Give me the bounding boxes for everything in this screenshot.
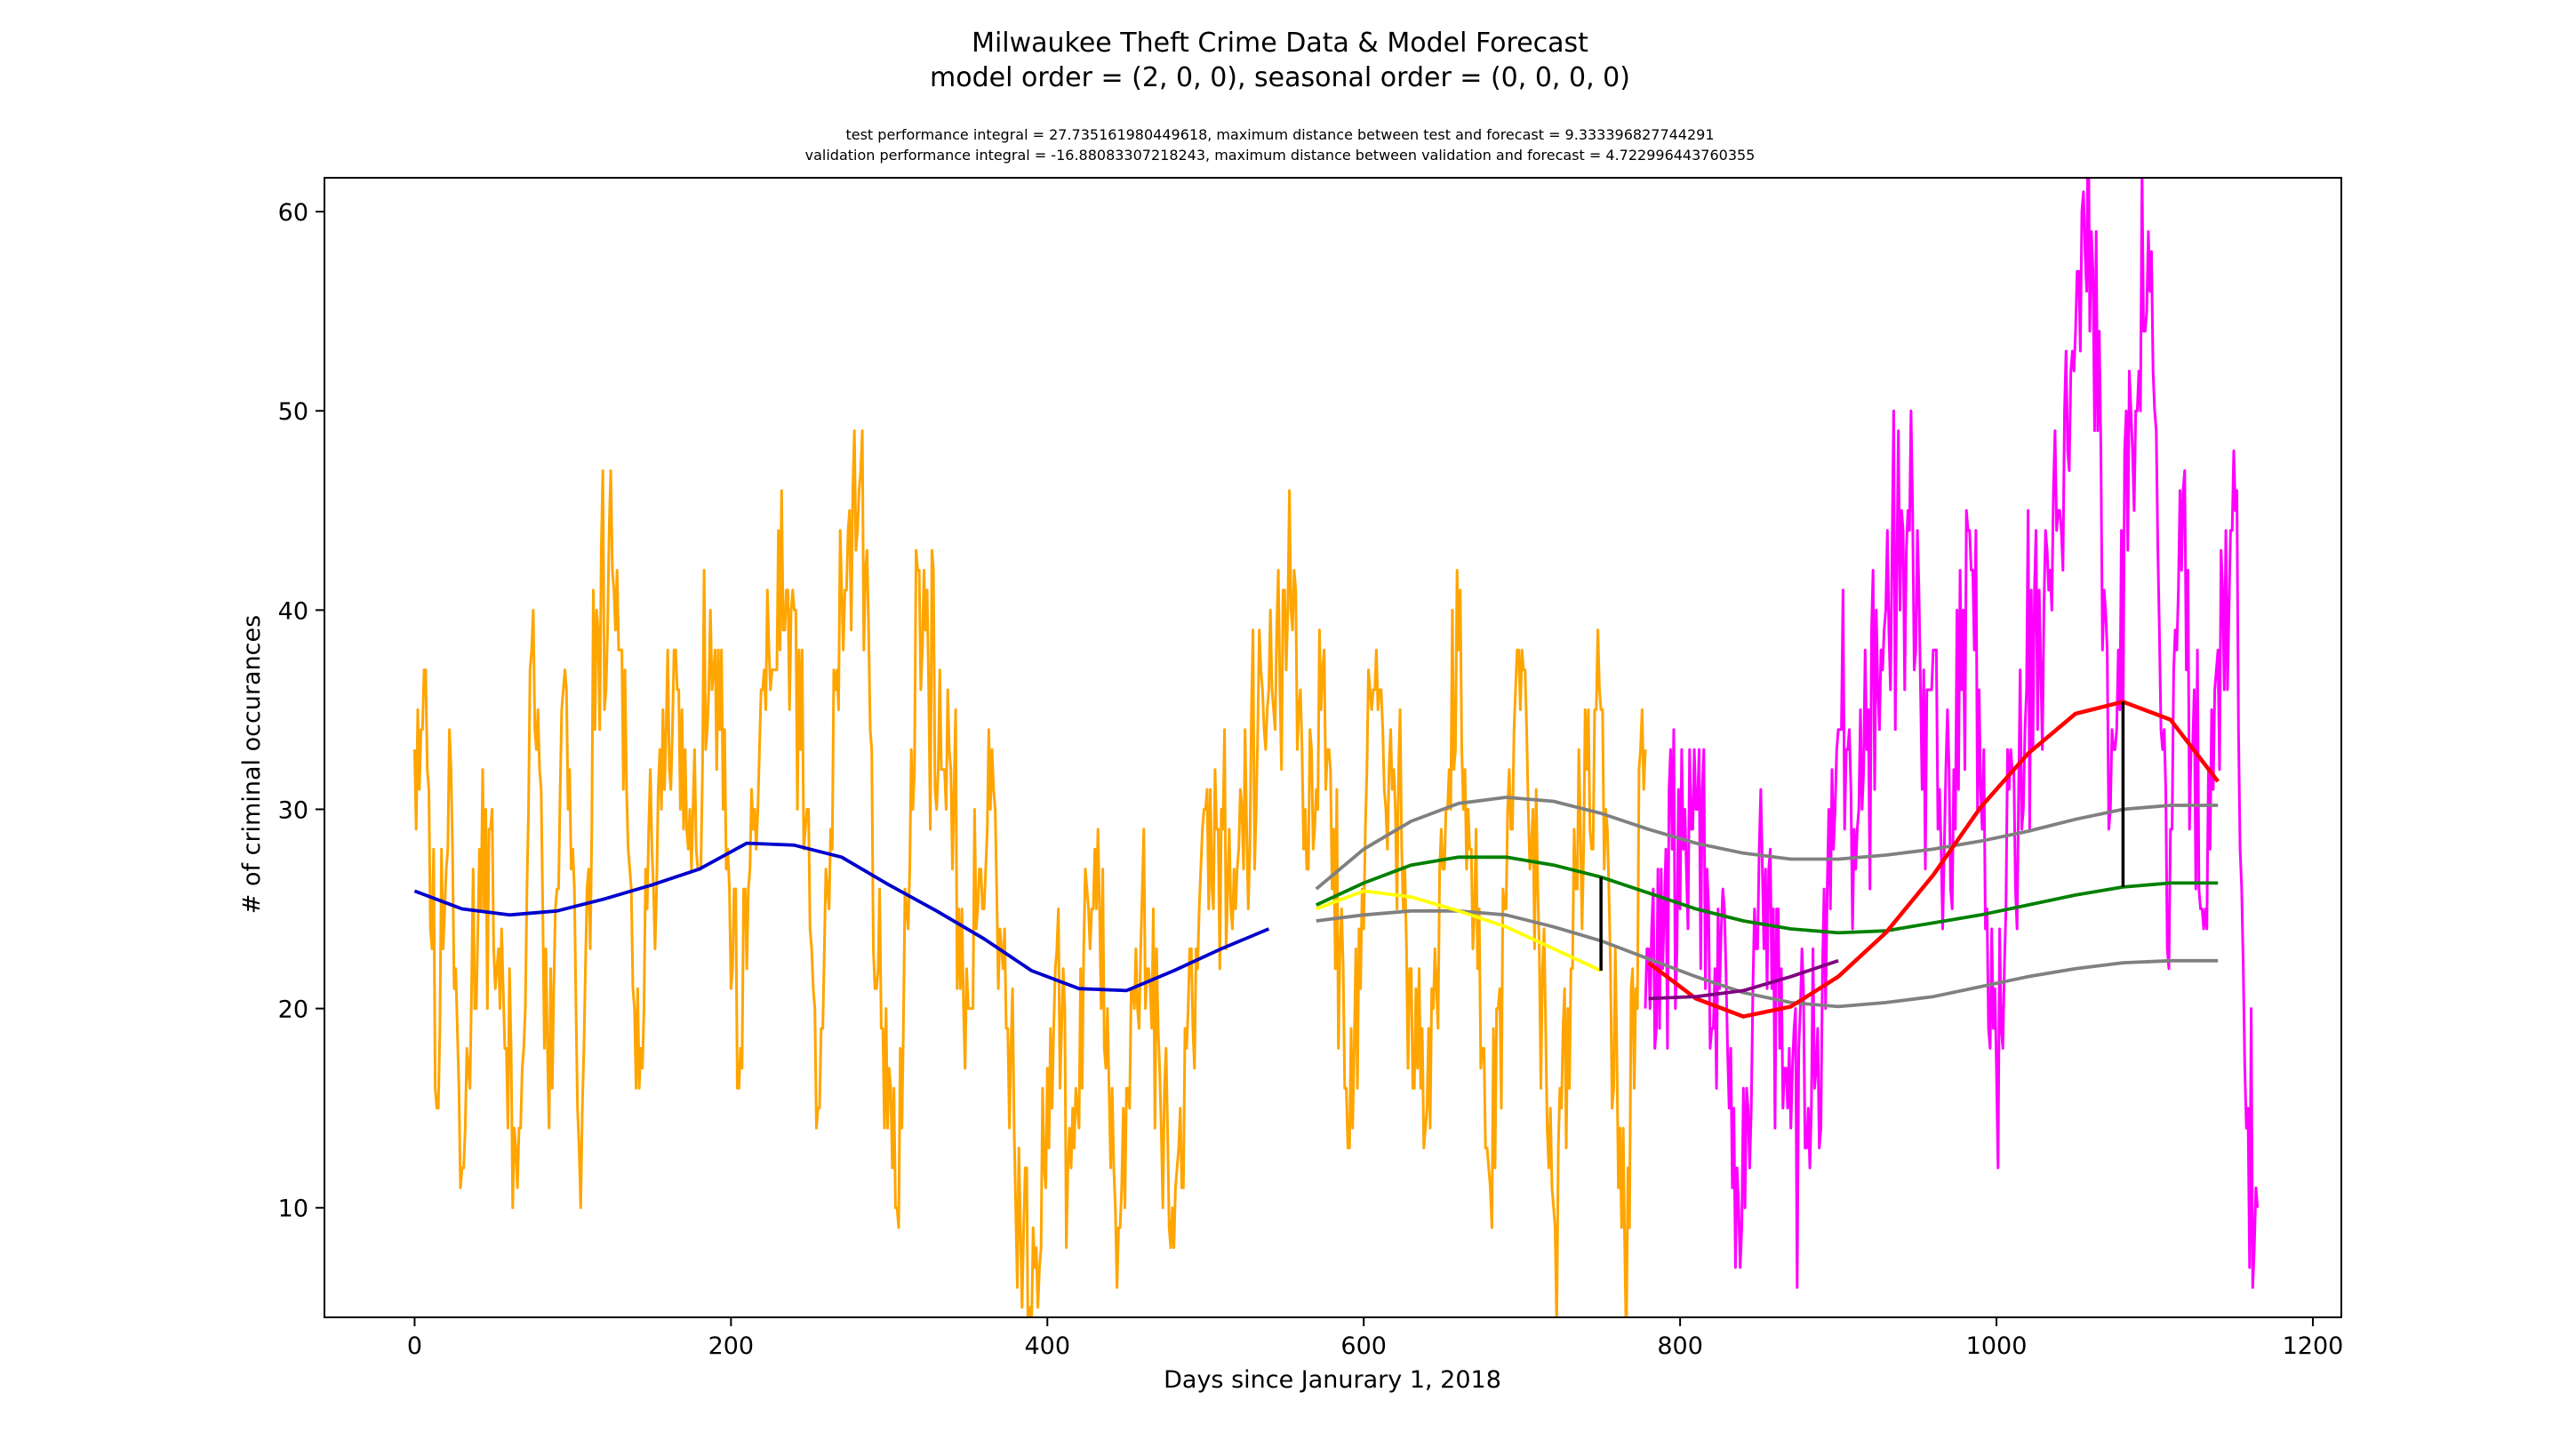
x-tick-label: 1000 [1966,1332,2028,1360]
x-tick-label: 0 [407,1332,422,1360]
y-tick-label: 20 [278,996,308,1024]
chart-title-model-order: model order = (2, 0, 0), seasonal order … [930,62,1630,93]
plot-frame [324,177,2342,1318]
plot-marks [412,178,2260,1317]
x-tick-label: 400 [1025,1332,1071,1360]
x-tick-label: 200 [708,1332,755,1360]
series-test-forecast-overlap-line [1648,958,1839,1001]
plot-area [412,178,2260,1317]
chart-subtitle-test: test performance integral = 27.735161980… [845,126,1714,143]
x-axis-label: Days since Janurary 1, 2018 [1164,1366,1501,1394]
y-tick-label: 60 [278,199,308,227]
y-tick-label: 40 [278,597,308,625]
series-forecast-lower-line [1316,908,2219,1009]
y-tick-label: 10 [278,1196,308,1223]
y-axis-label: # of criminal occurances [238,615,266,914]
series-validation-trend-line [1316,889,1602,972]
x-tick-label: 600 [1340,1332,1387,1360]
y-tick-label: 30 [278,796,308,824]
chart-title: Milwaukee Theft Crime Data & Model Forec… [972,28,1588,59]
y-tick-label: 50 [278,398,308,426]
series-forecast-upper-line [1315,796,2219,891]
series-test-line [1644,178,2260,1289]
series-train-line [412,429,1647,1317]
x-tick-label: 800 [1657,1332,1703,1360]
series-test-trend-line [1647,700,2220,1019]
chart-subtitle-validation: validation performance integral = -16.88… [805,147,1756,164]
series-forecast-line [1316,855,2219,935]
x-tick-label: 1200 [2283,1332,2344,1360]
series-train-trend-line [413,841,1270,993]
axes: 0 200 400 600 800 1000 1200 10 20 30 40 50 60 [278,177,2344,1360]
